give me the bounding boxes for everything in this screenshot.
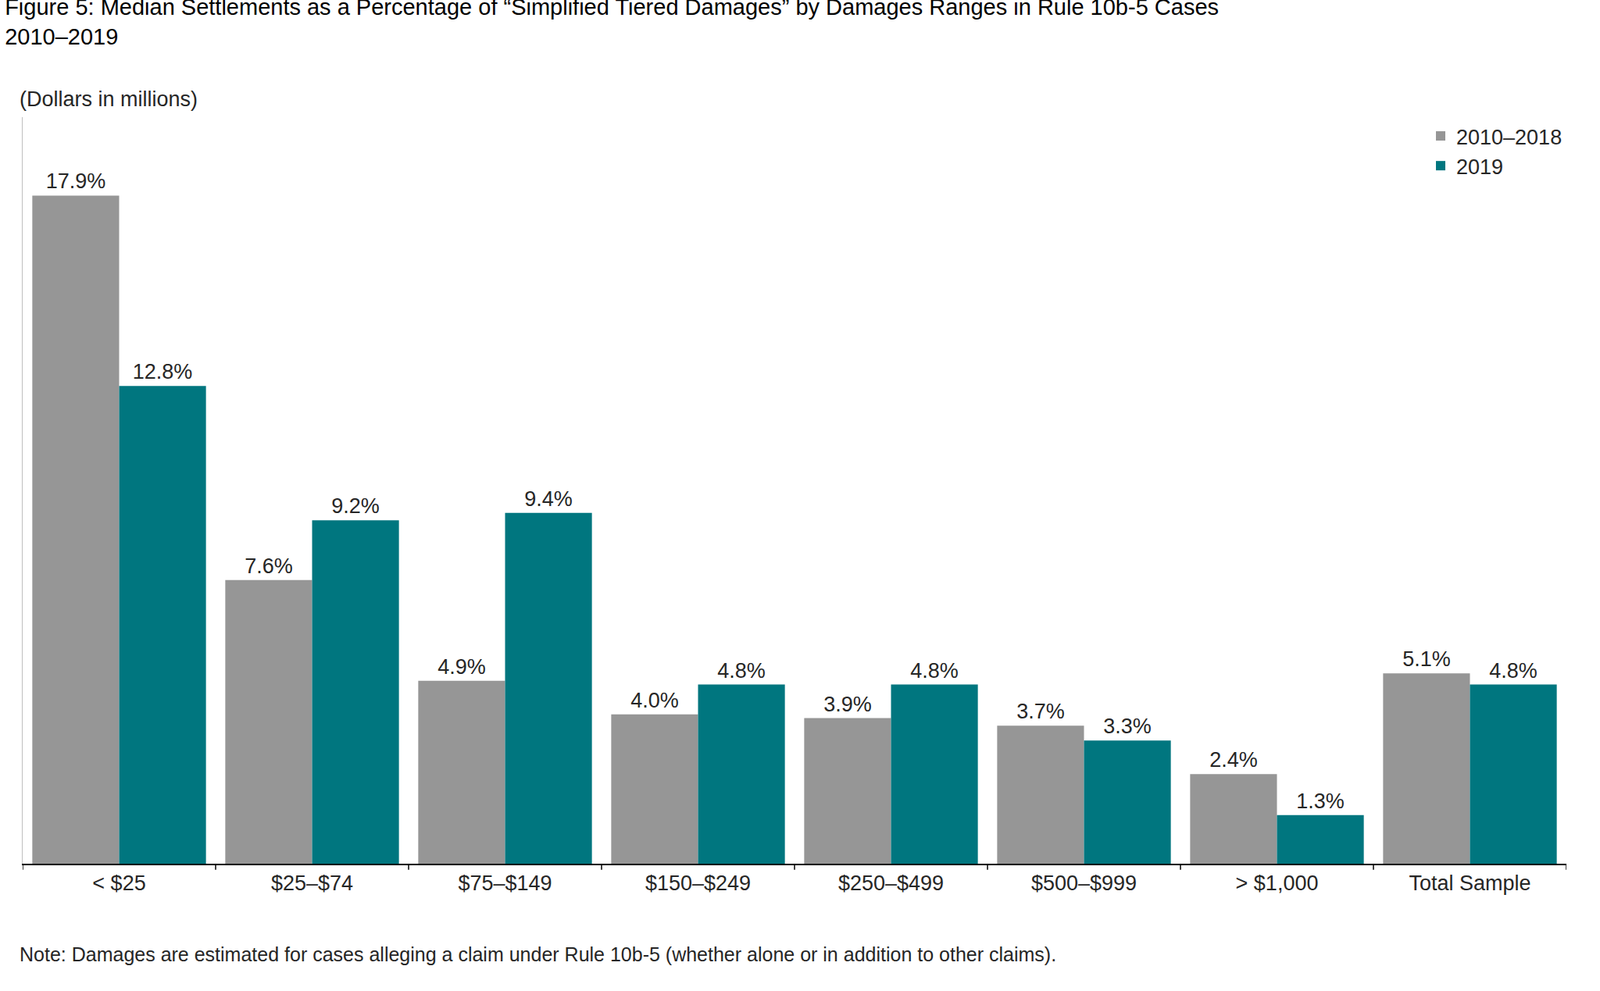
svg-text:4.8%: 4.8% xyxy=(1489,659,1538,683)
svg-text:(Dollars in millions): (Dollars in millions) xyxy=(19,87,198,111)
svg-text:3.7%: 3.7% xyxy=(1016,700,1065,724)
svg-text:$500–$999: $500–$999 xyxy=(1031,871,1137,896)
svg-text:$250–$499: $250–$499 xyxy=(838,871,944,896)
svg-text:Note: Damages are estimated fo: Note: Damages are estimated for cases al… xyxy=(19,943,1057,966)
svg-text:Figure 5: Median Settlements a: Figure 5: Median Settlements as a Percen… xyxy=(4,0,1219,50)
svg-text:$25–$74: $25–$74 xyxy=(271,871,354,896)
svg-text:2019: 2019 xyxy=(1456,155,1504,179)
svg-text:12.8%: 12.8% xyxy=(132,360,193,384)
svg-text:$150–$249: $150–$249 xyxy=(645,871,751,896)
svg-text:4.8%: 4.8% xyxy=(717,659,766,683)
svg-text:9.2%: 9.2% xyxy=(331,494,380,518)
svg-text:4.9%: 4.9% xyxy=(437,655,486,679)
svg-text:Total Sample: Total Sample xyxy=(1408,871,1531,896)
svg-text:> $1,000: > $1,000 xyxy=(1235,871,1319,896)
svg-text:2.4%: 2.4% xyxy=(1209,748,1258,772)
svg-text:3.9%: 3.9% xyxy=(823,692,872,717)
svg-text:$75–$149: $75–$149 xyxy=(457,871,552,896)
svg-text:4.8%: 4.8% xyxy=(910,659,959,683)
svg-text:< $25: < $25 xyxy=(92,871,146,896)
svg-text:17.9%: 17.9% xyxy=(46,169,107,193)
svg-text:1.3%: 1.3% xyxy=(1296,789,1345,814)
svg-text:5.1%: 5.1% xyxy=(1402,647,1451,672)
svg-text:2010–2018: 2010–2018 xyxy=(1456,125,1562,150)
svg-text:4.0%: 4.0% xyxy=(630,689,679,713)
svg-text:7.6%: 7.6% xyxy=(244,554,293,579)
svg-text:9.4%: 9.4% xyxy=(524,487,573,511)
svg-text:3.3%: 3.3% xyxy=(1103,714,1152,739)
